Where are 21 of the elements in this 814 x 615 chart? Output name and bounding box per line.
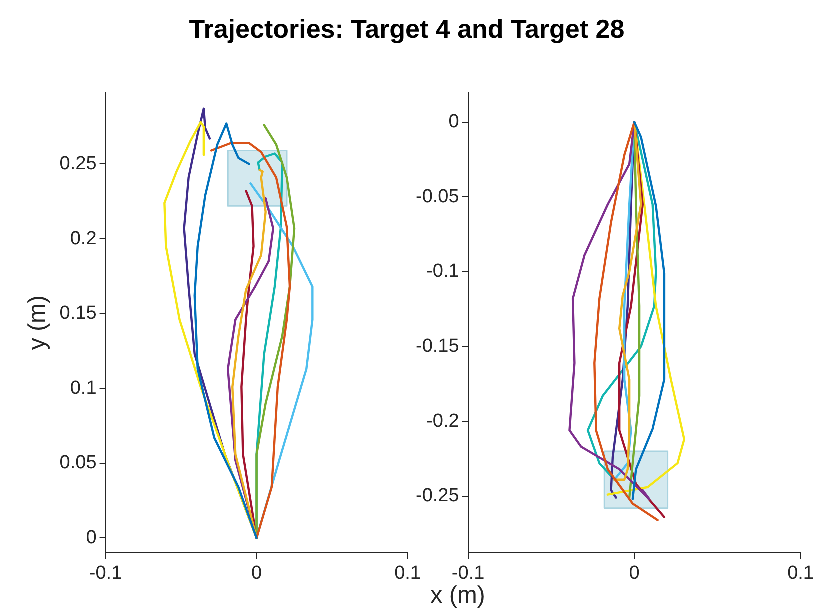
y-tick-label: 0 bbox=[448, 112, 460, 133]
y-tick-label: -0.05 bbox=[416, 186, 460, 208]
y-tick-label: 0.1 bbox=[70, 378, 97, 399]
x-tick-label: 0 bbox=[629, 562, 640, 584]
y-tick-label: -0.25 bbox=[416, 486, 460, 507]
y-tick-label: 0.15 bbox=[60, 303, 97, 324]
y-axis-title: y (m) bbox=[24, 295, 52, 350]
y-tick-label: 0 bbox=[86, 527, 97, 548]
y-tick-label: 0.05 bbox=[60, 452, 97, 474]
y-tick-label: -0.15 bbox=[416, 336, 460, 357]
y-tick-label: 0.2 bbox=[70, 228, 97, 250]
x-tick-label: -0.1 bbox=[89, 562, 122, 584]
x-tick-label: -0.1 bbox=[452, 562, 485, 584]
y-tick-label: -0.2 bbox=[426, 410, 460, 432]
x-tick-label: 0.1 bbox=[394, 562, 422, 584]
x-tick-label: 0 bbox=[252, 562, 262, 584]
chart-title: Trajectories: Target 4 and Target 28 bbox=[188, 14, 626, 45]
x-axis-title: x (m) bbox=[430, 582, 486, 610]
x-tick-label: 0.1 bbox=[788, 562, 814, 584]
y-tick-label: -0.1 bbox=[426, 261, 460, 282]
y-tick-label: 0.25 bbox=[60, 153, 97, 174]
